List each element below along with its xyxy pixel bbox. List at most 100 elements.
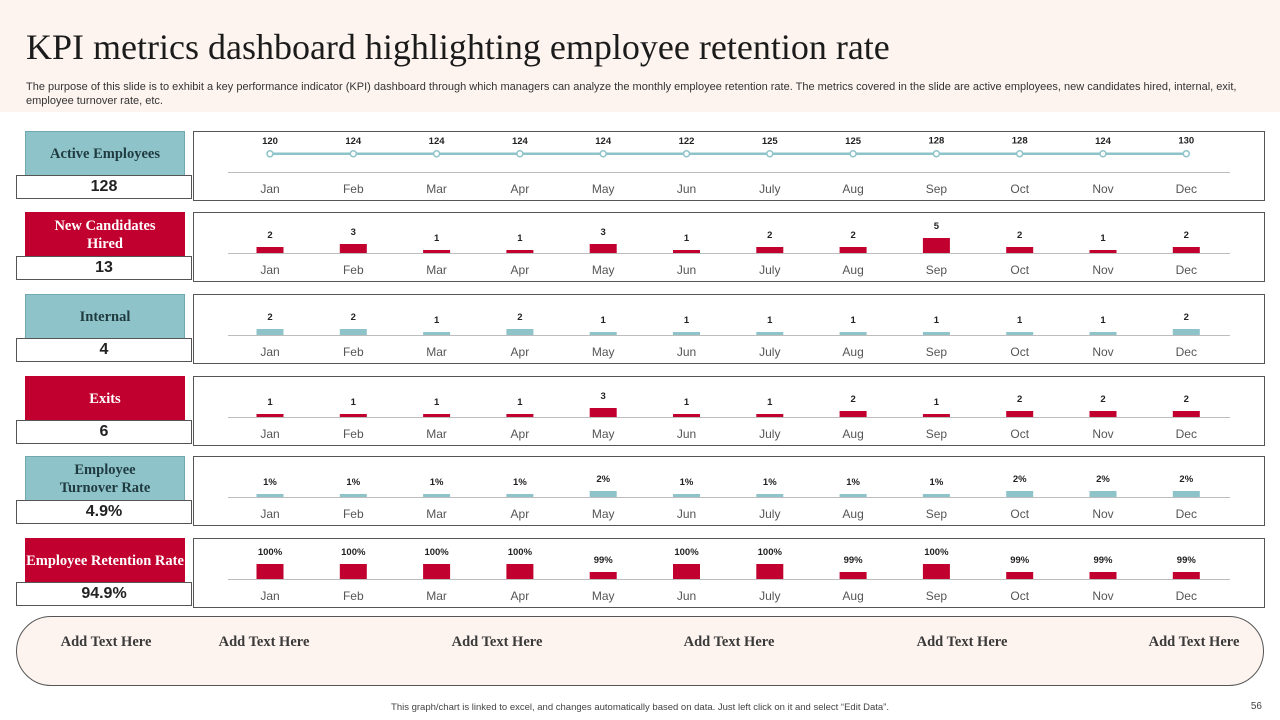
active-tick-label-9: Oct [1010,182,1029,196]
active-tick-label-5: Jun [677,182,696,196]
exits-data-label-5: 1 [684,397,690,408]
retention-data-label-7: 99% [844,555,864,566]
retention-bar-6 [756,564,784,579]
hired-tick-label-6: July [759,263,780,277]
active-point-10 [1099,150,1107,158]
active-point-7 [849,150,857,158]
header: KPI metrics dashboard highlighting emplo… [0,0,1280,112]
hired-bar-9 [1006,247,1034,253]
internal-tick-label-4: May [592,345,615,359]
active-label: Active Employees [25,131,185,177]
hired-bar-5 [673,250,700,253]
exits-tick-label-3: Apr [511,427,530,441]
turnover-data-label-1: 1% [346,477,360,488]
active-tick-label-8: Sep [926,182,948,196]
internal-bar-1 [339,329,367,335]
footer-text-4[interactable]: Add Text Here [683,634,775,650]
excel-note: This graph/chart is linked to excel, and… [391,702,889,713]
footer-text-1[interactable]: Add Text Here [60,634,152,650]
retention-data-label-1: 100% [341,547,366,558]
active-chart: 120 124 124 124 124 122 125 125 128 128 124 130 Jan F… [193,131,1265,201]
retention-bar-10 [1089,572,1117,579]
internal-tick-label-10: Nov [1092,345,1113,359]
turnover-data-label-10: 2% [1096,474,1110,485]
active-point-1 [349,150,358,158]
hired-total: 13 [16,256,192,280]
retention-data-label-0: 100% [258,547,283,558]
turnover-tick-label-2: Mar [426,507,447,521]
retention-data-label-6: 100% [758,547,783,558]
hired-data-label-4: 3 [601,227,606,238]
exits-total: 6 [16,420,192,444]
turnover-tick-label-0: Jan [260,507,279,521]
footer-text-band: Add Text Here Add Text Here Add Text Her… [16,616,1264,686]
turnover-data-label-4: 2% [596,474,610,485]
turnover-bar-8 [922,494,950,497]
hired-bar-7 [839,247,867,253]
hired-tick-label-11: Dec [1176,263,1197,277]
hired-bar-0 [256,247,284,253]
active-data-label-1: 124 [345,136,362,147]
retention-bar-11 [1172,572,1200,579]
active-point-0 [266,150,274,158]
turnover-bar-2 [423,494,451,497]
exits-data-label-6: 1 [767,397,773,408]
retention-tick-label-4: May [592,589,615,603]
retention-data-label-4: 99% [594,555,614,566]
turnover-tick-label-4: May [592,507,615,521]
internal-bar-7 [839,332,867,335]
retention-tick-label-3: Apr [511,589,530,603]
exits-bar-0 [256,414,284,417]
exits-tick-label-7: Aug [842,427,863,441]
internal-tick-label-7: Aug [842,345,863,359]
exits-chart-svg: 1 1 1 1 3 1 1 2 1 2 2 2 Jan Feb Mar Apr May Jun July Aug Sep… [228,391,1230,441]
hired-tick-label-9: Oct [1010,263,1029,277]
active-tick-label-10: Nov [1092,182,1113,196]
active-tick-label-2: Mar [426,182,447,196]
hired-data-label-0: 2 [267,230,272,241]
internal-bar-0 [256,329,284,335]
turnover-tick-label-6: July [759,507,780,521]
active-tick-label-3: Apr [511,182,530,196]
hired-tick-label-1: Feb [343,263,364,277]
hired-data-label-7: 2 [850,230,855,241]
retention-bar-3 [506,564,534,579]
hired-label: New Candidates Hired [25,212,185,258]
footer-text-2[interactable]: Add Text Here [218,634,310,650]
turnover-data-label-5: 1% [680,477,694,488]
retention-data-label-11: 99% [1177,555,1197,566]
exits-data-label-10: 2 [1100,394,1105,405]
hired-bar-2 [423,250,451,253]
retention-tick-label-5: Jun [677,589,696,603]
internal-bar-9 [1006,332,1034,335]
internal-bar-4 [589,332,617,335]
active-tick-label-6: July [759,182,780,196]
hired-tick-label-0: Jan [260,263,279,277]
exits-data-label-4: 3 [601,391,606,402]
exits-tick-label-6: July [759,427,780,441]
exits-bar-10 [1089,411,1117,417]
retention-bar-1 [339,564,367,579]
active-point-9 [1015,149,1024,158]
hired-data-label-9: 2 [1017,230,1022,241]
exits-chart: 1 1 1 1 3 1 1 2 1 2 2 2 Jan Feb Mar Apr May Jun July Aug Sep… [193,376,1265,446]
retention-tick-label-2: Mar [426,589,447,603]
hired-data-label-10: 1 [1100,233,1106,244]
active-tick-label-4: May [592,182,615,196]
active-tick-label-7: Aug [842,182,863,196]
active-data-label-6: 125 [762,136,779,147]
turnover-tick-label-3: Apr [511,507,530,521]
footer-text-5[interactable]: Add Text Here [916,634,1008,650]
retention-chart-svg: 100% 100% 100% 100% 99% 100% 100% 99% 100% 99% 99%… [228,547,1230,603]
exits-data-label-8: 1 [934,397,940,408]
turnover-chart: 1% 1% 1% 1% 2% 1% 1% 1% 1% 2% 2% 2% Jan Feb Mar Apr May J… [193,456,1265,526]
exits-tick-label-4: May [592,427,615,441]
turnover-bar-3 [506,494,534,497]
footer-text-3[interactable]: Add Text Here [451,634,543,650]
turnover-bar-6 [756,494,784,497]
internal-tick-label-1: Feb [343,345,364,359]
turnover-data-label-11: 2% [1179,474,1193,485]
hired-bar-10 [1089,250,1117,253]
hired-bar-11 [1172,247,1200,253]
footer-text-6[interactable]: Add Text Here [1148,634,1240,650]
